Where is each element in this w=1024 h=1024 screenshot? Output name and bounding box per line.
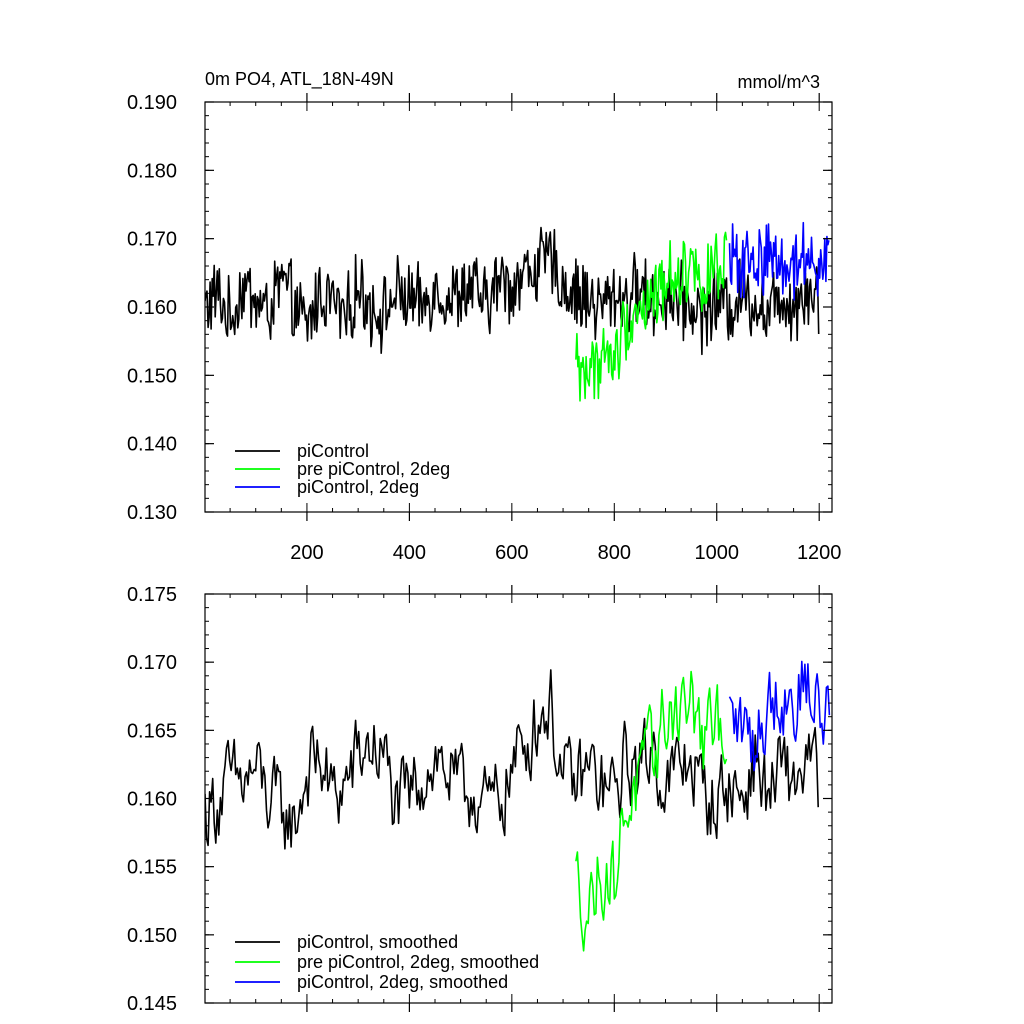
x-tick-label: 400: [393, 542, 426, 564]
legend-label: piControl, 2deg, smoothed: [297, 972, 508, 992]
y-tick-label: 0.140: [127, 434, 177, 456]
top-panel: 0m PO4, ATL_18N-49N mmol/m^3 0.130 0.140 0…: [127, 69, 842, 564]
y-tick-label: 0.165: [127, 720, 177, 742]
y-tick-label: 0.155: [127, 857, 177, 879]
series-line-1: [205, 226, 820, 356]
y-tick-label: 0.150: [127, 365, 177, 387]
x-tick-label: 800: [598, 542, 631, 564]
legend-label: pre piControl, 2deg: [297, 459, 450, 479]
series-line-1: [205, 669, 819, 850]
y-tick-label: 0.145: [127, 993, 177, 1015]
bottom-panel: 0.145 0.150 0.155 0.160 0.165 0.170 0.175 piCon…: [127, 584, 833, 1015]
x-tick-label: 1000: [694, 542, 739, 564]
x-tick-label: 200: [290, 542, 323, 564]
series-line-2: [575, 670, 728, 952]
units-label: mmol/m^3: [738, 72, 820, 92]
legend-label: piControl: [297, 441, 369, 461]
y-tick-label: 0.150: [127, 925, 177, 947]
y-tick-label: 0.170: [127, 652, 177, 674]
legend-label: piControl, smoothed: [297, 932, 458, 952]
chart-title: 0m PO4, ATL_18N-49N: [205, 69, 394, 90]
x-tick-label: 1200: [797, 542, 842, 564]
y-tick-label: 0.190: [127, 92, 177, 114]
y-tick-label: 0.170: [127, 229, 177, 251]
legend-label: piControl, 2deg: [297, 477, 419, 497]
y-tick-label: 0.175: [127, 584, 177, 606]
series-group: [205, 660, 831, 952]
series-line-3: [728, 660, 831, 772]
series-line-3: [728, 221, 830, 301]
x-tick-label: 600: [495, 542, 528, 564]
series-line-2: [575, 231, 728, 402]
y-tick-label: 0.160: [127, 789, 177, 811]
legend-label: pre piControl, 2deg, smoothed: [297, 952, 539, 972]
y-tick-label: 0.160: [127, 297, 177, 319]
series-group: [205, 221, 830, 402]
y-tick-label: 0.130: [127, 502, 177, 524]
y-tick-label: 0.180: [127, 160, 177, 182]
